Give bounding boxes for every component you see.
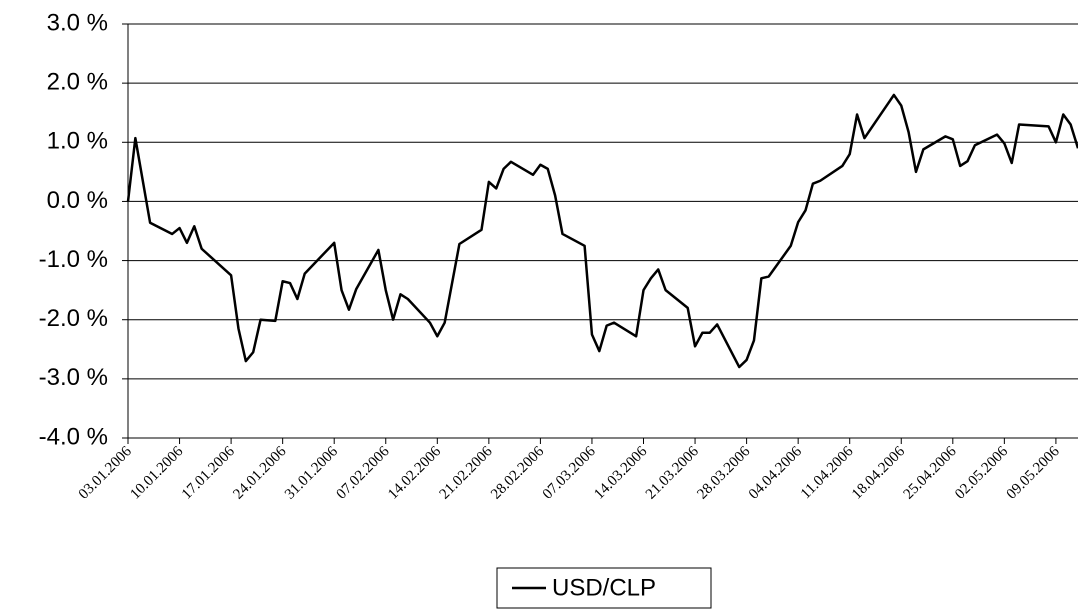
x-tick-label: 28.02.2006	[488, 443, 547, 502]
y-tick-label: -4.0 %	[39, 423, 108, 450]
x-tick-label: 10.01.2006	[127, 443, 186, 502]
y-tick-label: 2.0 %	[47, 68, 108, 95]
x-tick-label: 18.04.2006	[849, 443, 908, 502]
x-tick-label: 31.01.2006	[282, 443, 341, 502]
x-tick-label: 21.03.2006	[643, 443, 702, 502]
y-tick-label: -1.0 %	[39, 246, 108, 273]
x-tick-label: 07.02.2006	[334, 443, 393, 502]
x-tick-label: 09.05.2006	[1004, 443, 1063, 502]
y-tick-label: 1.0 %	[47, 128, 108, 155]
x-tick-label: 14.02.2006	[385, 443, 444, 502]
y-tick-label: -2.0 %	[39, 305, 108, 332]
x-tick-label: 04.04.2006	[746, 443, 805, 502]
x-tick-label: 03.01.2006	[76, 443, 135, 502]
x-tick-label: 07.03.2006	[540, 443, 599, 502]
x-tick-label: 11.04.2006	[798, 443, 857, 502]
y-tick-label: 3.0 %	[47, 9, 108, 36]
y-tick-label: 0.0 %	[47, 187, 108, 214]
x-tick-label: 24.01.2006	[230, 443, 289, 502]
x-tick-label: 21.02.2006	[437, 443, 496, 502]
x-tick-label: 02.05.2006	[952, 443, 1011, 502]
x-tick-label: 14.03.2006	[591, 443, 650, 502]
y-tick-label: -3.0 %	[39, 364, 108, 391]
x-tick-label: 25.04.2006	[901, 443, 960, 502]
data-line	[126, 93, 1078, 369]
x-tick-label: 28.03.2006	[694, 443, 753, 502]
x-tick-label: 17.01.2006	[179, 443, 238, 502]
legend-label: USD/CLP	[552, 574, 656, 601]
